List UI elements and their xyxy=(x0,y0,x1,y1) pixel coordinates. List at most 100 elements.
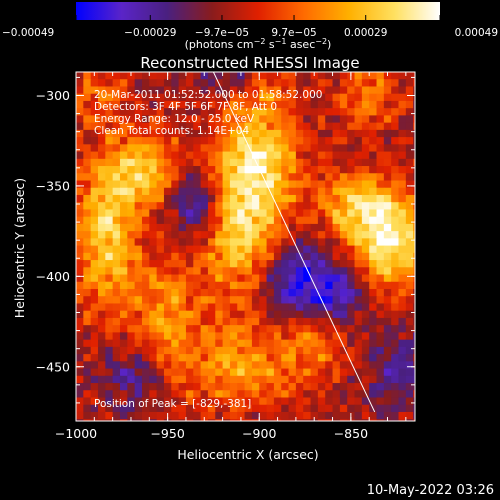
heatmap-cell xyxy=(266,411,275,420)
heatmap-cell xyxy=(251,354,260,362)
heatmap-cell xyxy=(112,339,121,348)
heatmap-cell xyxy=(317,202,326,211)
heatmap-cell xyxy=(105,411,114,420)
heatmap-cell xyxy=(332,375,341,384)
heatmap-cell xyxy=(149,137,158,145)
heatmap-cell xyxy=(369,180,378,189)
heatmap-cell xyxy=(361,166,370,174)
heatmap-cell xyxy=(83,231,92,239)
heatmap-cell xyxy=(295,144,304,153)
heatmap-cell xyxy=(259,108,268,116)
heatmap-cell xyxy=(391,310,400,319)
heatmap-cell xyxy=(193,390,202,399)
heatmap-cell xyxy=(193,158,202,167)
heatmap-cell xyxy=(97,216,106,225)
heatmap-cell xyxy=(391,339,400,348)
heatmap-cell xyxy=(295,100,304,109)
heatmap-cell xyxy=(303,281,312,290)
heatmap-cell xyxy=(361,411,370,420)
heatmap-cell xyxy=(76,419,84,421)
heatmap-cell xyxy=(369,144,378,153)
heatmap-cell xyxy=(229,144,238,153)
heatmap-cell xyxy=(119,411,128,420)
heatmap-cell xyxy=(90,339,99,348)
heatmap-cell xyxy=(237,144,246,153)
heatmap-cell xyxy=(273,223,282,232)
heatmap-cell xyxy=(325,354,334,362)
heatmap-cell xyxy=(325,303,334,312)
heatmap-cell xyxy=(171,419,180,421)
colorbar: −0.00049 −0.00029 −9.7e−05 9.7e−05 0.00029 0.… xyxy=(2,2,498,51)
heatmap-cell xyxy=(310,158,319,167)
heatmap-cell xyxy=(215,296,224,305)
heatmap-cell xyxy=(332,346,341,355)
heatmap-cell xyxy=(222,303,231,312)
heatmap-cell xyxy=(347,108,356,116)
heatmap-cell xyxy=(273,158,282,167)
heatmap-cell xyxy=(332,317,341,326)
heatmap-cell xyxy=(193,317,202,326)
heatmap-cell xyxy=(288,411,297,420)
heatmap-cell xyxy=(215,252,224,261)
heatmap-cell xyxy=(193,354,202,362)
heatmap-cell xyxy=(76,166,84,174)
heatmap-cell xyxy=(229,158,238,167)
heatmap-cell xyxy=(76,404,84,413)
heatmap-cell xyxy=(149,310,158,319)
heatmap-cell xyxy=(200,303,209,312)
heatmap-cell xyxy=(339,238,348,247)
heatmap-cell xyxy=(105,72,114,80)
heatmap-cell xyxy=(391,274,400,283)
heatmap-cell xyxy=(76,411,84,420)
heatmap-cell xyxy=(391,288,400,297)
heatmap-cell xyxy=(339,281,348,290)
heatmap-cell xyxy=(185,238,194,247)
heatmap-cell xyxy=(207,194,216,203)
heatmap-cell xyxy=(251,129,260,138)
heatmap-cell xyxy=(288,209,297,218)
heatmap-cell xyxy=(295,317,304,326)
heatmap-cell xyxy=(325,361,334,370)
heatmap-cell xyxy=(215,303,224,312)
heatmap-cell xyxy=(156,129,165,138)
heatmap-cell xyxy=(325,274,334,283)
heatmap-cell xyxy=(376,245,385,254)
y-axis-label: Heliocentric Y (arcsec) xyxy=(12,178,27,318)
heatmap-cell xyxy=(127,274,136,283)
heatmap-cell xyxy=(229,166,238,174)
heatmap-cell xyxy=(376,252,385,261)
heatmap-cell xyxy=(303,166,312,174)
heatmap-cell xyxy=(266,375,275,384)
heatmap-cell xyxy=(90,310,99,319)
heatmap-cell xyxy=(369,245,378,254)
heatmap-cell xyxy=(178,79,187,88)
heatmap-cell xyxy=(369,397,378,406)
heatmap-cell xyxy=(112,151,121,160)
heatmap-cell xyxy=(76,397,84,406)
heatmap-cell xyxy=(207,354,216,362)
heatmap-cell xyxy=(266,151,275,160)
heatmap-cell xyxy=(310,252,319,261)
heatmap-cell xyxy=(134,332,143,341)
heatmap-cell xyxy=(295,252,304,261)
heatmap-cell xyxy=(83,339,92,348)
heatmap-cell xyxy=(413,209,415,218)
heatmap-cell xyxy=(163,354,172,362)
heatmap-cell xyxy=(193,180,202,189)
heatmap-cell xyxy=(237,202,246,211)
heatmap-cell xyxy=(369,158,378,167)
heatmap-cell xyxy=(90,137,99,145)
heatmap-cell xyxy=(354,303,363,312)
heatmap-cell xyxy=(405,137,414,145)
heatmap-cell xyxy=(171,267,180,276)
heatmap-cell xyxy=(354,108,363,116)
heatmap-cell xyxy=(376,346,385,355)
heatmap-cell xyxy=(105,144,114,153)
heatmap-cell xyxy=(222,158,231,167)
heatmap-cell xyxy=(259,72,268,80)
heatmap-cell xyxy=(354,383,363,391)
heatmap-cell xyxy=(149,296,158,305)
heatmap-cell xyxy=(303,296,312,305)
heatmap-cell xyxy=(273,108,282,116)
heatmap-cell xyxy=(266,158,275,167)
